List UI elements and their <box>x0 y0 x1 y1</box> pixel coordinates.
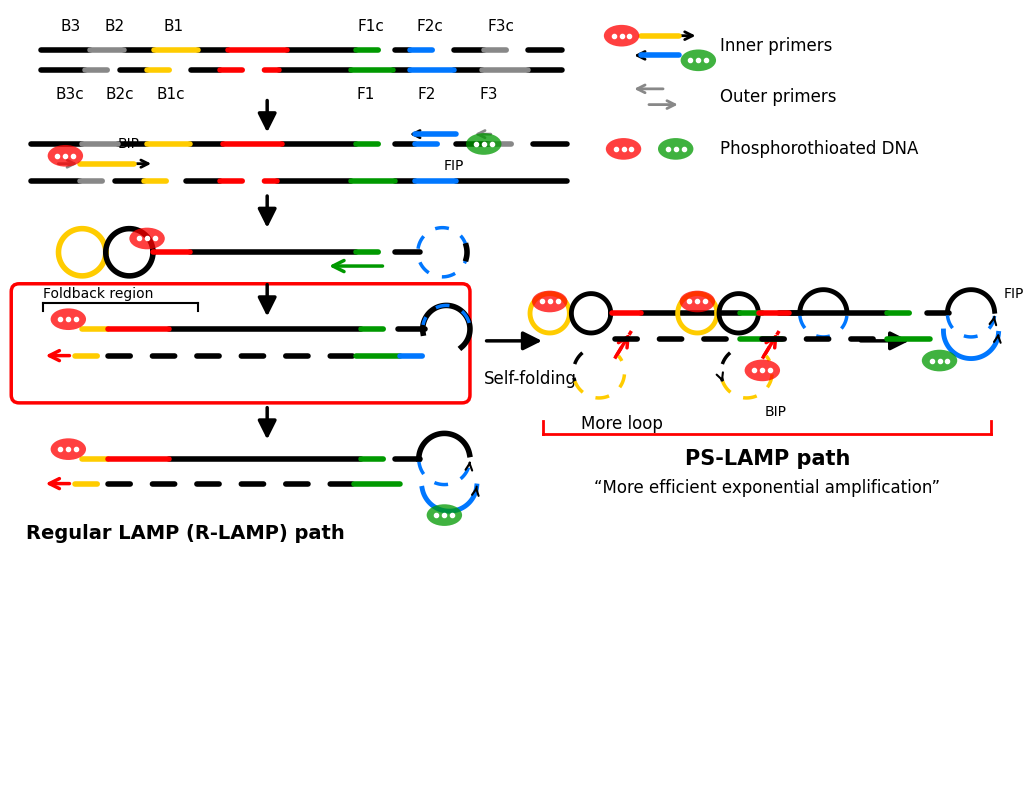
Ellipse shape <box>50 438 86 460</box>
Text: Foldback region: Foldback region <box>43 288 154 302</box>
Text: B3c: B3c <box>56 87 85 102</box>
Text: F1: F1 <box>356 87 375 102</box>
Text: Regular LAMP (R-LAMP) path: Regular LAMP (R-LAMP) path <box>26 524 345 543</box>
Text: BIP: BIP <box>764 404 786 419</box>
Text: F3: F3 <box>479 87 498 102</box>
Text: F2: F2 <box>418 87 436 102</box>
Text: More loop: More loop <box>581 415 663 433</box>
Ellipse shape <box>604 24 639 47</box>
Text: BIP: BIP <box>118 137 139 151</box>
Ellipse shape <box>744 359 780 382</box>
Text: F1c: F1c <box>357 19 384 34</box>
Text: PS-LAMP path: PS-LAMP path <box>685 450 850 469</box>
Ellipse shape <box>606 138 641 160</box>
Ellipse shape <box>680 291 715 312</box>
Text: Phosphorothioated DNA: Phosphorothioated DNA <box>720 140 919 158</box>
Text: F3c: F3c <box>488 19 515 34</box>
Ellipse shape <box>658 138 693 160</box>
Ellipse shape <box>466 134 502 155</box>
Text: B2c: B2c <box>105 87 134 102</box>
Text: FIP: FIP <box>1004 288 1024 302</box>
Text: F2c: F2c <box>416 19 443 34</box>
Ellipse shape <box>681 50 716 71</box>
Text: B2: B2 <box>104 19 125 34</box>
Text: B1c: B1c <box>157 87 185 102</box>
Text: “More efficient exponential amplification”: “More efficient exponential amplificatio… <box>594 479 940 497</box>
Text: B1: B1 <box>164 19 183 34</box>
Text: B3: B3 <box>60 19 81 34</box>
Text: FIP: FIP <box>444 159 465 173</box>
Ellipse shape <box>50 308 86 330</box>
Ellipse shape <box>129 228 165 250</box>
Ellipse shape <box>427 504 462 526</box>
Text: Self-folding: Self-folding <box>483 371 577 389</box>
Ellipse shape <box>48 145 83 167</box>
Ellipse shape <box>922 350 957 371</box>
Text: Inner primers: Inner primers <box>720 36 833 55</box>
Ellipse shape <box>532 291 567 312</box>
Text: Outer primers: Outer primers <box>720 88 837 106</box>
